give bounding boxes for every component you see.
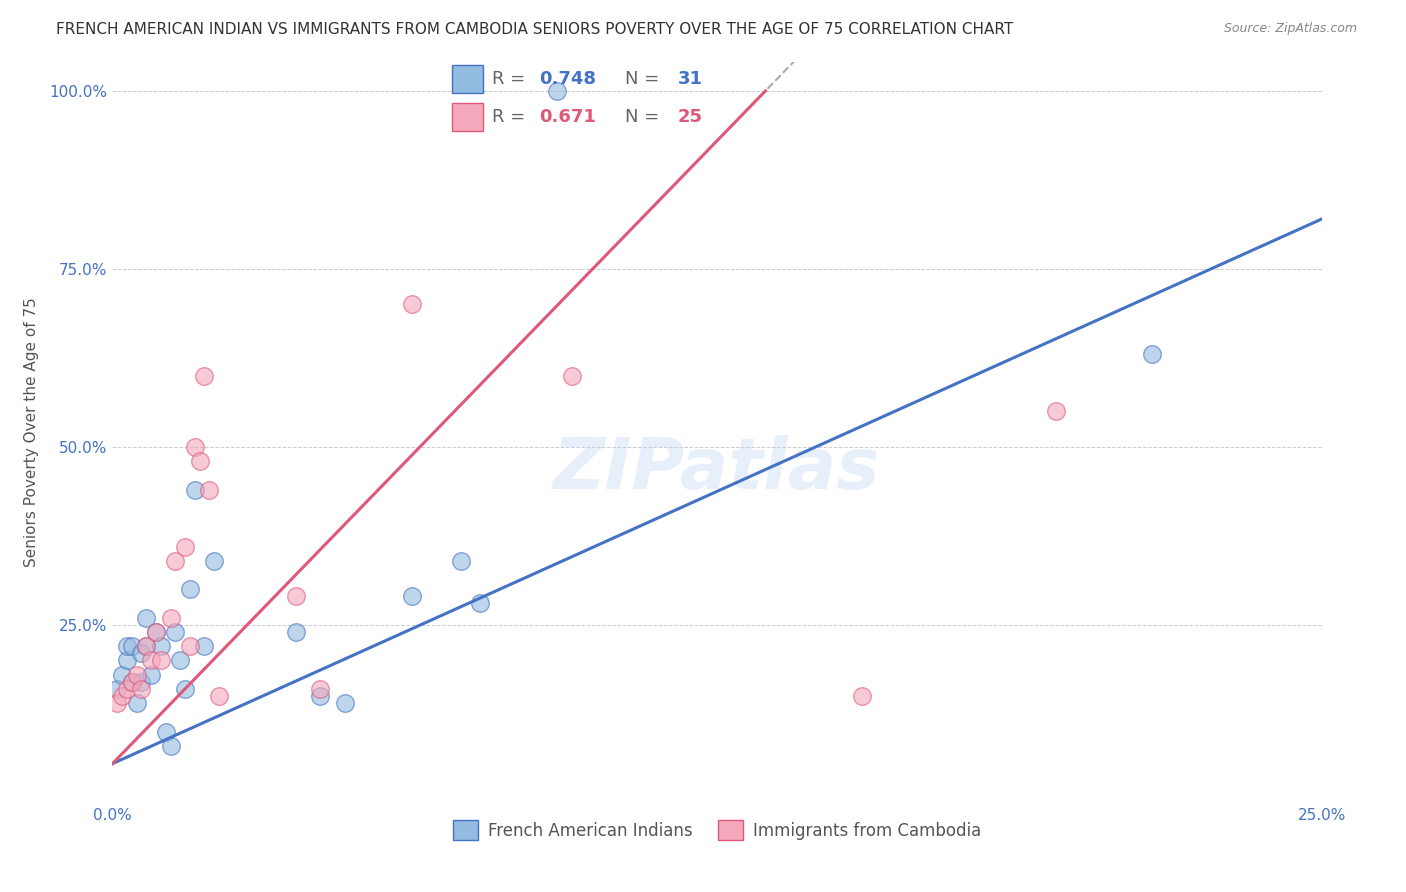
Point [561, 368, 583, 383]
Point [105, 681, 128, 696]
Point [333, 696, 356, 710]
Text: Source: ZipAtlas.com: Source: ZipAtlas.com [1223, 22, 1357, 36]
Point [401, 590, 423, 604]
Text: 0.671: 0.671 [538, 108, 596, 126]
Text: ZIPatlas: ZIPatlas [554, 435, 880, 504]
Point [198, 483, 221, 497]
Point [1045, 404, 1067, 418]
Point [165, 554, 187, 568]
Point [851, 689, 873, 703]
Point [188, 454, 211, 468]
Point [1142, 347, 1164, 361]
Y-axis label: Seniors Poverty Over the Age of 75: Seniors Poverty Over the Age of 75 [24, 298, 38, 567]
Point [179, 639, 201, 653]
Point [174, 681, 197, 696]
Point [141, 667, 163, 681]
FancyBboxPatch shape [453, 65, 484, 94]
Point [145, 624, 167, 639]
Text: R =: R = [492, 70, 526, 88]
Point [135, 639, 157, 653]
Point [121, 639, 143, 653]
Point [193, 368, 215, 383]
Point [131, 674, 153, 689]
Point [141, 653, 163, 667]
Legend: French American Indians, Immigrants from Cambodia: French American Indians, Immigrants from… [447, 814, 987, 847]
Point [159, 610, 181, 624]
Point [125, 667, 148, 681]
Point [179, 582, 201, 597]
Text: R =: R = [492, 108, 526, 126]
Text: FRENCH AMERICAN INDIAN VS IMMIGRANTS FROM CAMBODIA SENIORS POVERTY OVER THE AGE : FRENCH AMERICAN INDIAN VS IMMIGRANTS FRO… [56, 22, 1014, 37]
Point [468, 597, 491, 611]
Point [131, 681, 153, 696]
Point [111, 667, 134, 681]
Point [135, 610, 157, 624]
Point [208, 689, 231, 703]
Text: 25: 25 [678, 108, 703, 126]
Point [159, 739, 181, 753]
Point [155, 724, 177, 739]
Point [115, 681, 138, 696]
Point [202, 554, 225, 568]
Point [121, 674, 143, 689]
Point [169, 653, 191, 667]
Point [183, 483, 205, 497]
Point [165, 624, 187, 639]
Point [149, 639, 172, 653]
Point [121, 674, 143, 689]
Point [285, 624, 308, 639]
Point [174, 540, 197, 554]
FancyBboxPatch shape [453, 103, 484, 131]
Point [546, 84, 568, 98]
Point [450, 554, 472, 568]
Point [183, 440, 205, 454]
Point [105, 696, 128, 710]
Point [401, 297, 423, 311]
Point [309, 689, 332, 703]
Text: N =: N = [626, 108, 659, 126]
Text: 31: 31 [678, 70, 703, 88]
Point [309, 681, 332, 696]
Point [111, 689, 134, 703]
Point [135, 639, 157, 653]
Point [145, 624, 167, 639]
Point [115, 653, 138, 667]
Point [131, 646, 153, 660]
Text: 0.748: 0.748 [538, 70, 596, 88]
Point [149, 653, 172, 667]
Point [125, 696, 148, 710]
Point [193, 639, 215, 653]
Text: N =: N = [626, 70, 659, 88]
Point [115, 639, 138, 653]
Point [285, 590, 308, 604]
